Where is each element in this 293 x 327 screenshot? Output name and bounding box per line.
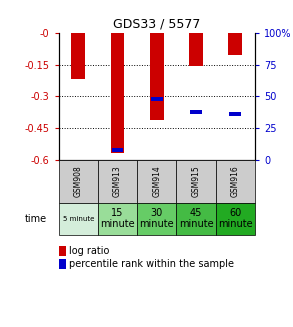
Bar <box>151 97 163 101</box>
Bar <box>189 33 203 66</box>
Bar <box>111 33 124 153</box>
Text: 15
minute: 15 minute <box>100 208 135 230</box>
FancyBboxPatch shape <box>137 160 176 203</box>
Text: 45
minute: 45 minute <box>179 208 213 230</box>
FancyBboxPatch shape <box>98 203 137 235</box>
Text: GSM908: GSM908 <box>74 165 83 198</box>
Text: percentile rank within the sample: percentile rank within the sample <box>69 259 234 269</box>
Title: GDS33 / 5577: GDS33 / 5577 <box>113 17 200 30</box>
Text: 30
minute: 30 minute <box>139 208 174 230</box>
Text: GSM913: GSM913 <box>113 165 122 198</box>
Text: 60
minute: 60 minute <box>218 208 253 230</box>
FancyBboxPatch shape <box>98 160 137 203</box>
FancyBboxPatch shape <box>59 203 98 235</box>
Bar <box>150 33 163 120</box>
Bar <box>71 33 85 79</box>
Bar <box>229 33 242 55</box>
Bar <box>112 148 123 152</box>
FancyBboxPatch shape <box>176 160 216 203</box>
Text: GSM914: GSM914 <box>152 165 161 198</box>
Text: GSM916: GSM916 <box>231 165 240 198</box>
FancyBboxPatch shape <box>176 203 216 235</box>
Bar <box>190 110 202 114</box>
FancyBboxPatch shape <box>216 160 255 203</box>
FancyBboxPatch shape <box>59 160 98 203</box>
Bar <box>229 112 241 116</box>
Text: log ratio: log ratio <box>69 246 109 256</box>
FancyBboxPatch shape <box>137 203 176 235</box>
Text: time: time <box>25 214 47 224</box>
Text: 5 minute: 5 minute <box>62 216 94 222</box>
FancyBboxPatch shape <box>216 203 255 235</box>
Text: GSM915: GSM915 <box>192 165 200 198</box>
